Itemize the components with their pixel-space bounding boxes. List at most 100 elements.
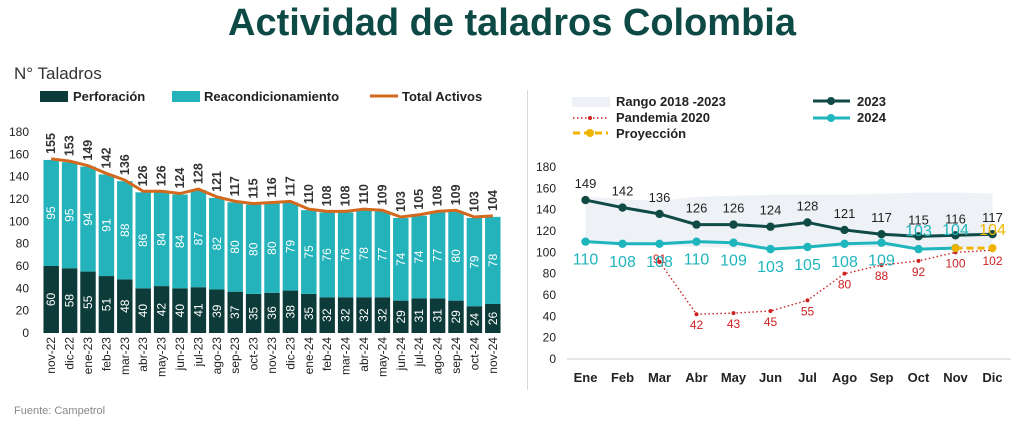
data-label-reacondicionamiento: 78	[357, 247, 371, 261]
data-label-total: 109	[375, 184, 389, 205]
x-tick-label: Dic	[982, 370, 1002, 385]
data-label-total: 109	[449, 184, 463, 205]
data-label-reacondicionamiento: 76	[320, 248, 334, 262]
data-label-2023: 136	[649, 190, 671, 205]
bar-reacondicionamiento	[190, 190, 207, 288]
legend-label-3: Total Activos	[402, 89, 482, 104]
data-label-pandemia-2020: 91	[653, 252, 667, 266]
y-tick-label: 40	[543, 309, 557, 323]
bar-reacondicionamiento	[356, 210, 372, 298]
data-label-total: 104	[486, 190, 500, 211]
bar-perforacion	[153, 286, 170, 333]
bar-perforacion	[356, 297, 372, 333]
data-label-2024: 110	[684, 252, 710, 269]
data-label-reacondicionamiento: 95	[63, 208, 77, 222]
point-pandemia-2020	[916, 258, 921, 263]
y-tick-label: 140	[9, 170, 29, 184]
point-pandemia-2020	[879, 263, 884, 268]
bar-reacondicionamiento	[448, 211, 464, 301]
x-tick-label: abr-23	[136, 337, 150, 372]
x-tick-label: oct-24	[467, 337, 481, 371]
legend-label-2: Reacondicionamiento	[204, 89, 339, 104]
point-2023	[618, 203, 627, 212]
x-tick-label: Jun	[759, 370, 782, 385]
point-2023	[655, 209, 664, 219]
point-2023	[951, 231, 960, 240]
x-tick-label: Abr	[685, 370, 707, 385]
data-label-reacondicionamiento: 76	[339, 248, 353, 262]
data-label-reacondicionamiento: 74	[412, 250, 426, 264]
data-label-total: 128	[191, 163, 205, 184]
data-label-perforacion: 35	[247, 306, 261, 320]
point-2024	[877, 238, 886, 247]
bar-perforacion	[393, 300, 409, 333]
legend-marker-proyeccion	[586, 129, 594, 137]
data-label-total: 108	[431, 185, 445, 206]
data-label-perforacion: 31	[431, 309, 445, 323]
data-label-perforacion: 32	[320, 308, 334, 322]
range-band-2018-2023	[585, 192, 993, 250]
legend-swatch-1	[40, 91, 68, 102]
data-label-perforacion: 32	[357, 308, 371, 322]
x-tick-label: Mar	[648, 370, 671, 385]
data-label-perforacion: 51	[99, 298, 113, 312]
bar-reacondicionamiento	[80, 166, 96, 272]
bar-perforacion	[337, 297, 354, 333]
y-tick-label: 180	[536, 160, 556, 174]
data-label-perforacion: 36	[265, 306, 279, 320]
data-label-perforacion: 35	[302, 306, 316, 320]
bar-perforacion	[429, 298, 446, 333]
data-label-2024: 103	[905, 223, 932, 240]
data-label-reacondicionamiento: 79	[283, 239, 297, 253]
data-label-reacondicionamiento: 86	[136, 233, 150, 247]
data-label-perforacion: 41	[191, 303, 205, 317]
data-label-2024: 110	[573, 252, 599, 269]
legend-marker-2023	[827, 97, 835, 105]
point-2024	[618, 239, 627, 248]
data-label-2024: 104	[942, 222, 969, 239]
bar-reacondicionamiento	[374, 211, 391, 298]
data-label-total: 117	[228, 176, 242, 196]
data-label-perforacion: 58	[63, 294, 77, 308]
bar-reacondicionamiento	[43, 159, 59, 266]
y-tick-label: 20	[543, 331, 557, 345]
data-label-total: 110	[357, 184, 371, 204]
y-tick-label: 160	[9, 147, 29, 161]
bar-perforacion	[301, 293, 317, 333]
x-tick-label: jun-24	[394, 337, 408, 372]
bar-reacondicionamiento	[429, 212, 446, 299]
point-2024	[655, 239, 664, 248]
data-label-pandemia-2020: 92	[912, 265, 926, 279]
legend-label-pandemia: Pandemia 2020	[616, 110, 710, 125]
x-tick-label: nov-24	[486, 337, 500, 374]
series-line-pandemia-2020	[658, 249, 993, 315]
data-label-total: 136	[118, 154, 132, 175]
bar-reacondicionamiento	[172, 194, 188, 289]
y-tick-label: 0	[22, 326, 29, 340]
data-label-perforacion: 29	[449, 310, 463, 324]
data-label-total: 124	[173, 168, 187, 189]
data-label-total: 155	[44, 133, 58, 154]
data-label-perforacion: 31	[412, 309, 426, 323]
bar-perforacion	[209, 289, 225, 333]
x-tick-label: mar-23	[118, 337, 132, 375]
data-label-reacondicionamiento: 78	[486, 253, 500, 267]
point-2023	[840, 225, 849, 235]
data-label-total: 103	[394, 191, 408, 212]
legend-label-2023: 2023	[857, 94, 886, 109]
data-label-pandemia-2020: 102	[982, 254, 1002, 268]
data-label-2023: 149	[575, 176, 597, 191]
legend-marker-2024	[827, 114, 835, 122]
page-title: Actividad de taladros Colombia	[228, 2, 796, 44]
data-label-reacondicionamiento: 80	[228, 240, 242, 254]
point-2024	[692, 237, 701, 246]
point-2024	[840, 239, 849, 248]
data-label-proyeccion: 104	[979, 222, 1006, 239]
data-label-reacondicionamiento: 88	[118, 223, 132, 237]
y-tick-label: 80	[16, 237, 30, 251]
point-pandemia-2020	[694, 312, 699, 317]
data-label-total: 110	[302, 184, 316, 204]
x-tick-label: ene-24	[302, 337, 316, 375]
bar-perforacion	[264, 292, 280, 333]
